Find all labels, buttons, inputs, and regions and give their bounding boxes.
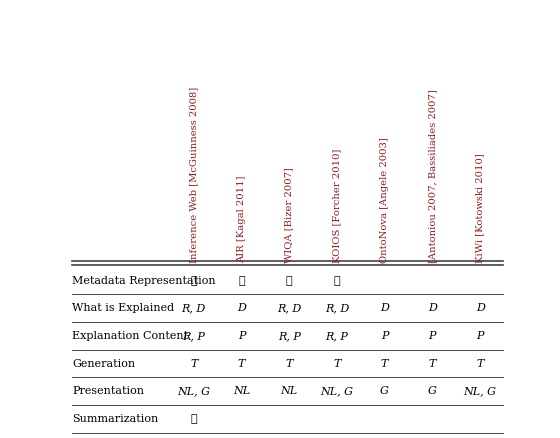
Text: NL: NL bbox=[281, 386, 298, 396]
Text: P: P bbox=[477, 331, 484, 341]
Text: D: D bbox=[428, 303, 437, 313]
Text: ✓: ✓ bbox=[286, 276, 292, 286]
Text: KOIOS [Forcher 2010]: KOIOS [Forcher 2010] bbox=[333, 149, 342, 263]
Text: Metadata Representation: Metadata Representation bbox=[72, 276, 216, 286]
Text: T: T bbox=[286, 359, 293, 368]
Text: R, D: R, D bbox=[277, 303, 301, 313]
Text: Presentation: Presentation bbox=[72, 386, 144, 396]
Text: D: D bbox=[475, 303, 484, 313]
Text: P: P bbox=[381, 331, 389, 341]
Text: OntoNova [Angele 2003]: OntoNova [Angele 2003] bbox=[380, 138, 389, 263]
Text: ✓: ✓ bbox=[190, 414, 197, 424]
Text: What is Explained: What is Explained bbox=[72, 303, 174, 313]
Text: G: G bbox=[380, 386, 389, 396]
Text: T: T bbox=[190, 359, 197, 368]
Text: ✓: ✓ bbox=[238, 276, 245, 286]
Text: [Antoniou 2007, Bassiliades 2007]: [Antoniou 2007, Bassiliades 2007] bbox=[428, 90, 437, 263]
Text: P: P bbox=[237, 331, 245, 341]
Text: NL, G: NL, G bbox=[464, 386, 497, 396]
Text: ✓: ✓ bbox=[334, 276, 340, 286]
Text: P: P bbox=[428, 331, 436, 341]
Text: NL, G: NL, G bbox=[177, 386, 210, 396]
Text: Inference Web [McGuinness 2008]: Inference Web [McGuinness 2008] bbox=[189, 87, 198, 263]
Text: T: T bbox=[381, 359, 388, 368]
Text: G: G bbox=[428, 386, 437, 396]
Text: KiWi [Kotowski 2010]: KiWi [Kotowski 2010] bbox=[475, 154, 484, 263]
Text: R, D: R, D bbox=[181, 303, 206, 313]
Text: WIQA [Bizer 2007]: WIQA [Bizer 2007] bbox=[284, 167, 293, 263]
Text: D: D bbox=[237, 303, 246, 313]
Text: T: T bbox=[238, 359, 245, 368]
Text: D: D bbox=[380, 303, 389, 313]
Text: R, P: R, P bbox=[182, 331, 205, 341]
Text: AIR [Kagal 2011]: AIR [Kagal 2011] bbox=[237, 176, 246, 263]
Text: Summarization: Summarization bbox=[72, 414, 158, 424]
Text: T: T bbox=[333, 359, 340, 368]
Text: R, P: R, P bbox=[325, 331, 348, 341]
Text: T: T bbox=[429, 359, 436, 368]
Text: T: T bbox=[477, 359, 484, 368]
Text: NL: NL bbox=[233, 386, 250, 396]
Text: Explanation Content: Explanation Content bbox=[72, 331, 188, 341]
Text: Generation: Generation bbox=[72, 359, 136, 368]
Text: R, D: R, D bbox=[325, 303, 349, 313]
Text: NL, G: NL, G bbox=[320, 386, 353, 396]
Text: R, P: R, P bbox=[278, 331, 301, 341]
Text: ✓: ✓ bbox=[190, 276, 197, 286]
